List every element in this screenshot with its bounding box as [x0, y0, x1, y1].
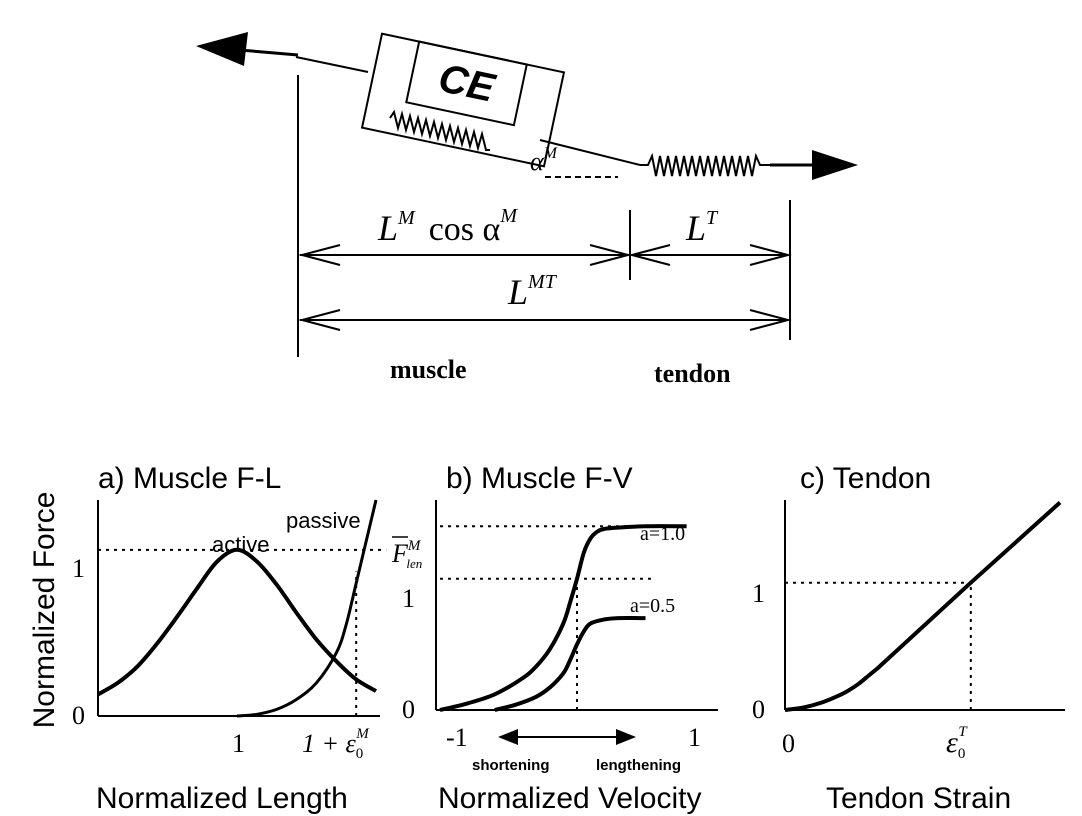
- ce-inner-box: [405, 40, 528, 127]
- tendon-length-dimension: [628, 244, 792, 266]
- tendon-ytick-0: 0: [752, 695, 765, 724]
- fv-direction-arrow: [498, 729, 636, 745]
- fl-active-label: active: [212, 532, 269, 557]
- fv-plot-area: [439, 524, 687, 712]
- fv-xlabel: Normalized Velocity: [438, 782, 701, 815]
- fl-passive-label: passive: [286, 508, 361, 533]
- fv-xtick-neg1: -1: [446, 723, 468, 752]
- fiber-length-dimension: [298, 244, 632, 266]
- tendon-length-label: LT: [685, 207, 719, 248]
- fl-plot-area: [97, 499, 387, 718]
- parallel-elastic-spring: [389, 109, 490, 152]
- tendon-label: tendon: [654, 359, 731, 388]
- total-length-label: LMT: [507, 271, 558, 312]
- panel-fl: a) Muscle F-L Normalized Force 1 0 1 1 +…: [28, 462, 387, 815]
- fv-ytick-0: 0: [402, 695, 415, 724]
- fv-curve-label-a1: a=1.0: [640, 523, 685, 545]
- fv-ytick-flen: FM len: [391, 538, 422, 571]
- fl-xtick-1: 1: [232, 729, 245, 758]
- fl-ylabel: Normalized Force: [28, 492, 61, 729]
- fv-curve-a-0-5: [494, 616, 646, 712]
- fv-shortening-label: shortening: [472, 757, 550, 774]
- fv-curve-a-1-0: [439, 524, 687, 712]
- fv-lengthening-label: lengthening: [596, 757, 681, 774]
- fv-xtick-1: 1: [688, 723, 701, 752]
- fl-xlabel: Normalized Length: [96, 782, 348, 815]
- fv-ytick-1: 1: [402, 584, 415, 613]
- tendon-xtick-eps: ε0T: [946, 724, 968, 762]
- muscle-label: muscle: [390, 355, 467, 384]
- right-force-arrow: [770, 150, 858, 180]
- muscle-tendon-schematic: CE αM: [196, 32, 858, 388]
- fiber-line-right: [539, 139, 641, 166]
- fl-ytick-1: 1: [72, 554, 85, 583]
- fl-title: a) Muscle F-L: [98, 462, 281, 495]
- fiber-length-label: LM cos αM: [377, 205, 518, 248]
- tendon-curve-0: [784, 501, 1062, 712]
- tendon-plot-area: [784, 501, 1062, 712]
- fl-curve-active: [97, 547, 378, 697]
- pennation-angle-label: αM: [530, 145, 559, 176]
- fv-curve-label-a05: a=0.5: [630, 595, 675, 617]
- total-length-dimension: [298, 309, 792, 331]
- tendon-xlabel: Tendon Strain: [826, 782, 1011, 815]
- ce-label: CE: [435, 56, 500, 111]
- tendon-xtick-0: 0: [782, 729, 795, 758]
- tendon-ytick-1: 1: [752, 579, 765, 608]
- fl-xtick-eps: 1 + ε0M: [302, 726, 370, 762]
- panel-tendon: c) Tendon 1 0 0 ε0T Tendon Strain: [752, 462, 1065, 815]
- muscle-line-left: [295, 56, 369, 73]
- fl-curve-passive: [236, 499, 378, 718]
- tendon-spring: [640, 152, 770, 177]
- fl-ytick-0: 0: [72, 701, 85, 730]
- panel-fv: b) Muscle F-V FM len 1 0 -1 1 a=1.0 a=0.5…: [391, 462, 718, 815]
- left-force-arrow: [196, 32, 299, 66]
- fv-title: b) Muscle F-V: [446, 462, 633, 495]
- tendon-title: c) Tendon: [800, 462, 931, 495]
